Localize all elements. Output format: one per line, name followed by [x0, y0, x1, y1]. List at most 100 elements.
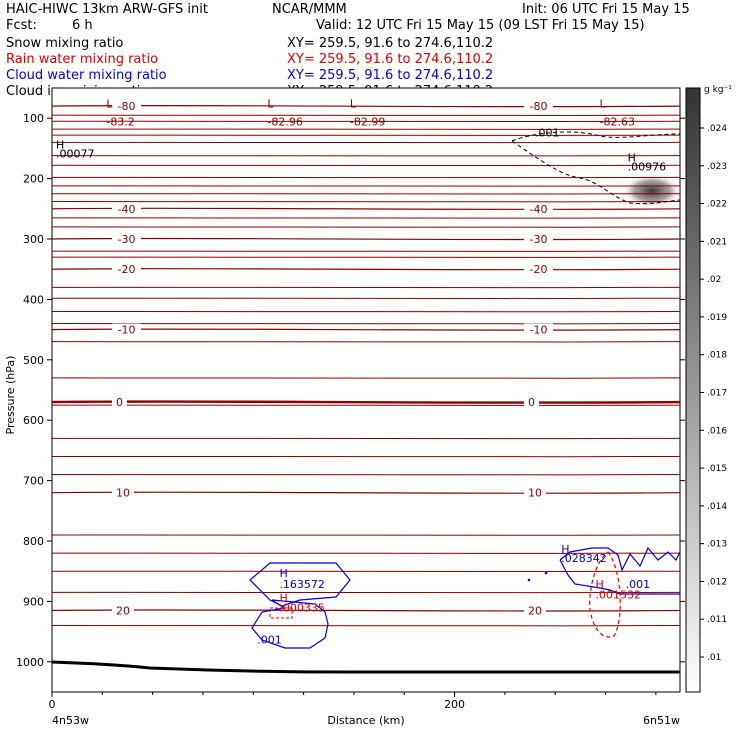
header-org: NCAR/MMM	[272, 2, 347, 17]
contour-annotation: H	[279, 567, 287, 580]
y-tick-label: 900	[23, 595, 44, 608]
contour-annotation: .001532	[595, 588, 641, 601]
temperature-contour-line	[52, 176, 680, 179]
temperature-contour-label: -20	[530, 263, 548, 276]
contour-annotation: .001	[257, 634, 282, 647]
colorbar-tick-label: .013	[707, 540, 727, 550]
temperature-contour-label: -80	[530, 100, 548, 113]
contour-label-bg	[524, 604, 546, 617]
contour-annotation: -82.96	[267, 115, 302, 128]
colorbar-tick-label: .022	[707, 200, 727, 210]
temperature-contour-line	[52, 250, 680, 252]
temperature-contour-line	[52, 192, 680, 195]
y-tick-label: 200	[23, 173, 44, 186]
y-tick-label: 600	[23, 414, 44, 427]
cloud-water-contour-left	[249, 562, 351, 607]
contour-annotation: H	[279, 591, 287, 604]
temperature-contour-line	[52, 200, 680, 203]
contour-label-bg	[524, 202, 553, 215]
field-name: Snow mixing ratio	[6, 36, 123, 51]
temperature-contour-label: -30	[118, 233, 136, 246]
temperature-contour-line	[52, 404, 680, 406]
contour-annotation: H	[56, 138, 64, 151]
blue-dot	[544, 571, 548, 575]
temperature-contour-label: -10	[530, 324, 548, 337]
rain-contour-left	[269, 607, 293, 619]
contour-annotation: .028342	[561, 552, 607, 565]
colorbar-tick-label: .016	[707, 426, 727, 436]
colorbar-tick-label: .021	[707, 237, 727, 247]
colorbar-tick-label: .015	[707, 464, 727, 474]
cloud-water-contour-left-lower	[251, 599, 329, 649]
y-tick-label: 800	[23, 535, 44, 548]
temperature-contour	[52, 400, 680, 404]
temperature-contour-line	[52, 164, 680, 167]
colorbar-tick-label: .01	[707, 653, 721, 663]
contour-annotation: .163572	[279, 578, 325, 591]
contour-label-bg	[524, 100, 553, 113]
y-tick-label: 300	[23, 233, 44, 246]
header-init: Init: 06 UTC Fri 15 May 15	[522, 2, 690, 17]
temperature-contour-line	[52, 473, 680, 476]
colorbar-ticks: .01 .011 .012 .013 .014 .015 .016 .017 .018 .019.…	[700, 124, 727, 663]
temperature-contour-line	[52, 552, 680, 554]
x-tick-label: 0	[49, 698, 56, 711]
temperature-contour-label: 0	[116, 396, 123, 409]
temperature-contour-line	[52, 591, 680, 594]
temperature-contour-label: -30	[530, 233, 548, 246]
blue-dot	[527, 578, 531, 582]
temperature-contour-line	[52, 185, 680, 187]
y-tick-label: 1000	[16, 656, 44, 669]
contour-annotation: H	[561, 543, 569, 556]
snow-contour-001	[511, 131, 680, 205]
colorbar-tick-label: .011	[707, 615, 727, 625]
mixing-ratio-contours	[52, 131, 680, 674]
contour-annotation: L	[599, 97, 606, 110]
temperature-contour-line	[52, 297, 680, 299]
colorbar-tick-label: .023	[707, 162, 727, 172]
contour-annotation: H	[628, 152, 636, 165]
colorbar-tick-label: .017	[707, 389, 727, 399]
temperature-contour-label: -10	[118, 324, 136, 337]
temperature-contour-label: 20	[116, 604, 130, 617]
temperature-contour-line	[52, 128, 680, 130]
contour-annotation: -82.63	[599, 115, 634, 128]
contour-label-bg	[524, 396, 539, 409]
contour-label-bg	[524, 233, 553, 245]
temperature-contour-line	[52, 310, 680, 313]
temperature-contour-label: -40	[530, 203, 548, 216]
field-xy: XY= 259.5, 91.6 to 274.6,110.2	[287, 52, 493, 67]
temperature-contours: -80 -80 -40 -40 -30 -30 -20 -20 -10 -10 0 0 10 10 20 20	[52, 100, 680, 627]
field-name: Rain water mixing ratio	[6, 52, 158, 67]
temperature-contour-label: 0	[528, 396, 535, 409]
y-axis-label: Pressure (hPa)	[4, 356, 17, 435]
temperature-contour-line	[52, 114, 680, 116]
temperature-contour-line	[52, 340, 680, 343]
temperature-contour-line	[52, 217, 680, 219]
contour-annotation: -82.99	[350, 115, 385, 128]
x-axis: 0 200	[49, 692, 657, 711]
contour-annotation: .00976	[628, 161, 667, 174]
colorbar-tick-label: .02	[707, 275, 721, 285]
temperature-contour-line	[52, 377, 680, 379]
header-fcst-value: 6 h	[72, 18, 93, 33]
contour-label-bg	[112, 323, 141, 336]
contour-label-bg	[524, 486, 546, 499]
contour-annotations: L-83.2L-82.96L-82.99L-82.63H.00077.001H.…	[56, 97, 666, 646]
colorbar	[685, 87, 701, 693]
contour-annotation: .000335	[279, 602, 325, 615]
contour-annotation: -83.2	[106, 115, 134, 128]
temperature-contour-label: 10	[116, 487, 130, 500]
temperature-contour-line	[52, 286, 680, 289]
temperature-contour-label: 20	[528, 604, 542, 617]
x-tick-label: 200	[444, 698, 465, 711]
contour-annotation: L	[350, 97, 357, 110]
temperature-contour-label: -40	[118, 203, 136, 216]
contour-label-bg	[112, 100, 141, 113]
temperature-contour-line	[52, 141, 680, 144]
contour-label-bg	[112, 604, 134, 617]
field-xy: XY= 259.5, 91.6 to 274.6,110.2	[287, 68, 493, 83]
temperature-contour-line	[52, 570, 680, 572]
